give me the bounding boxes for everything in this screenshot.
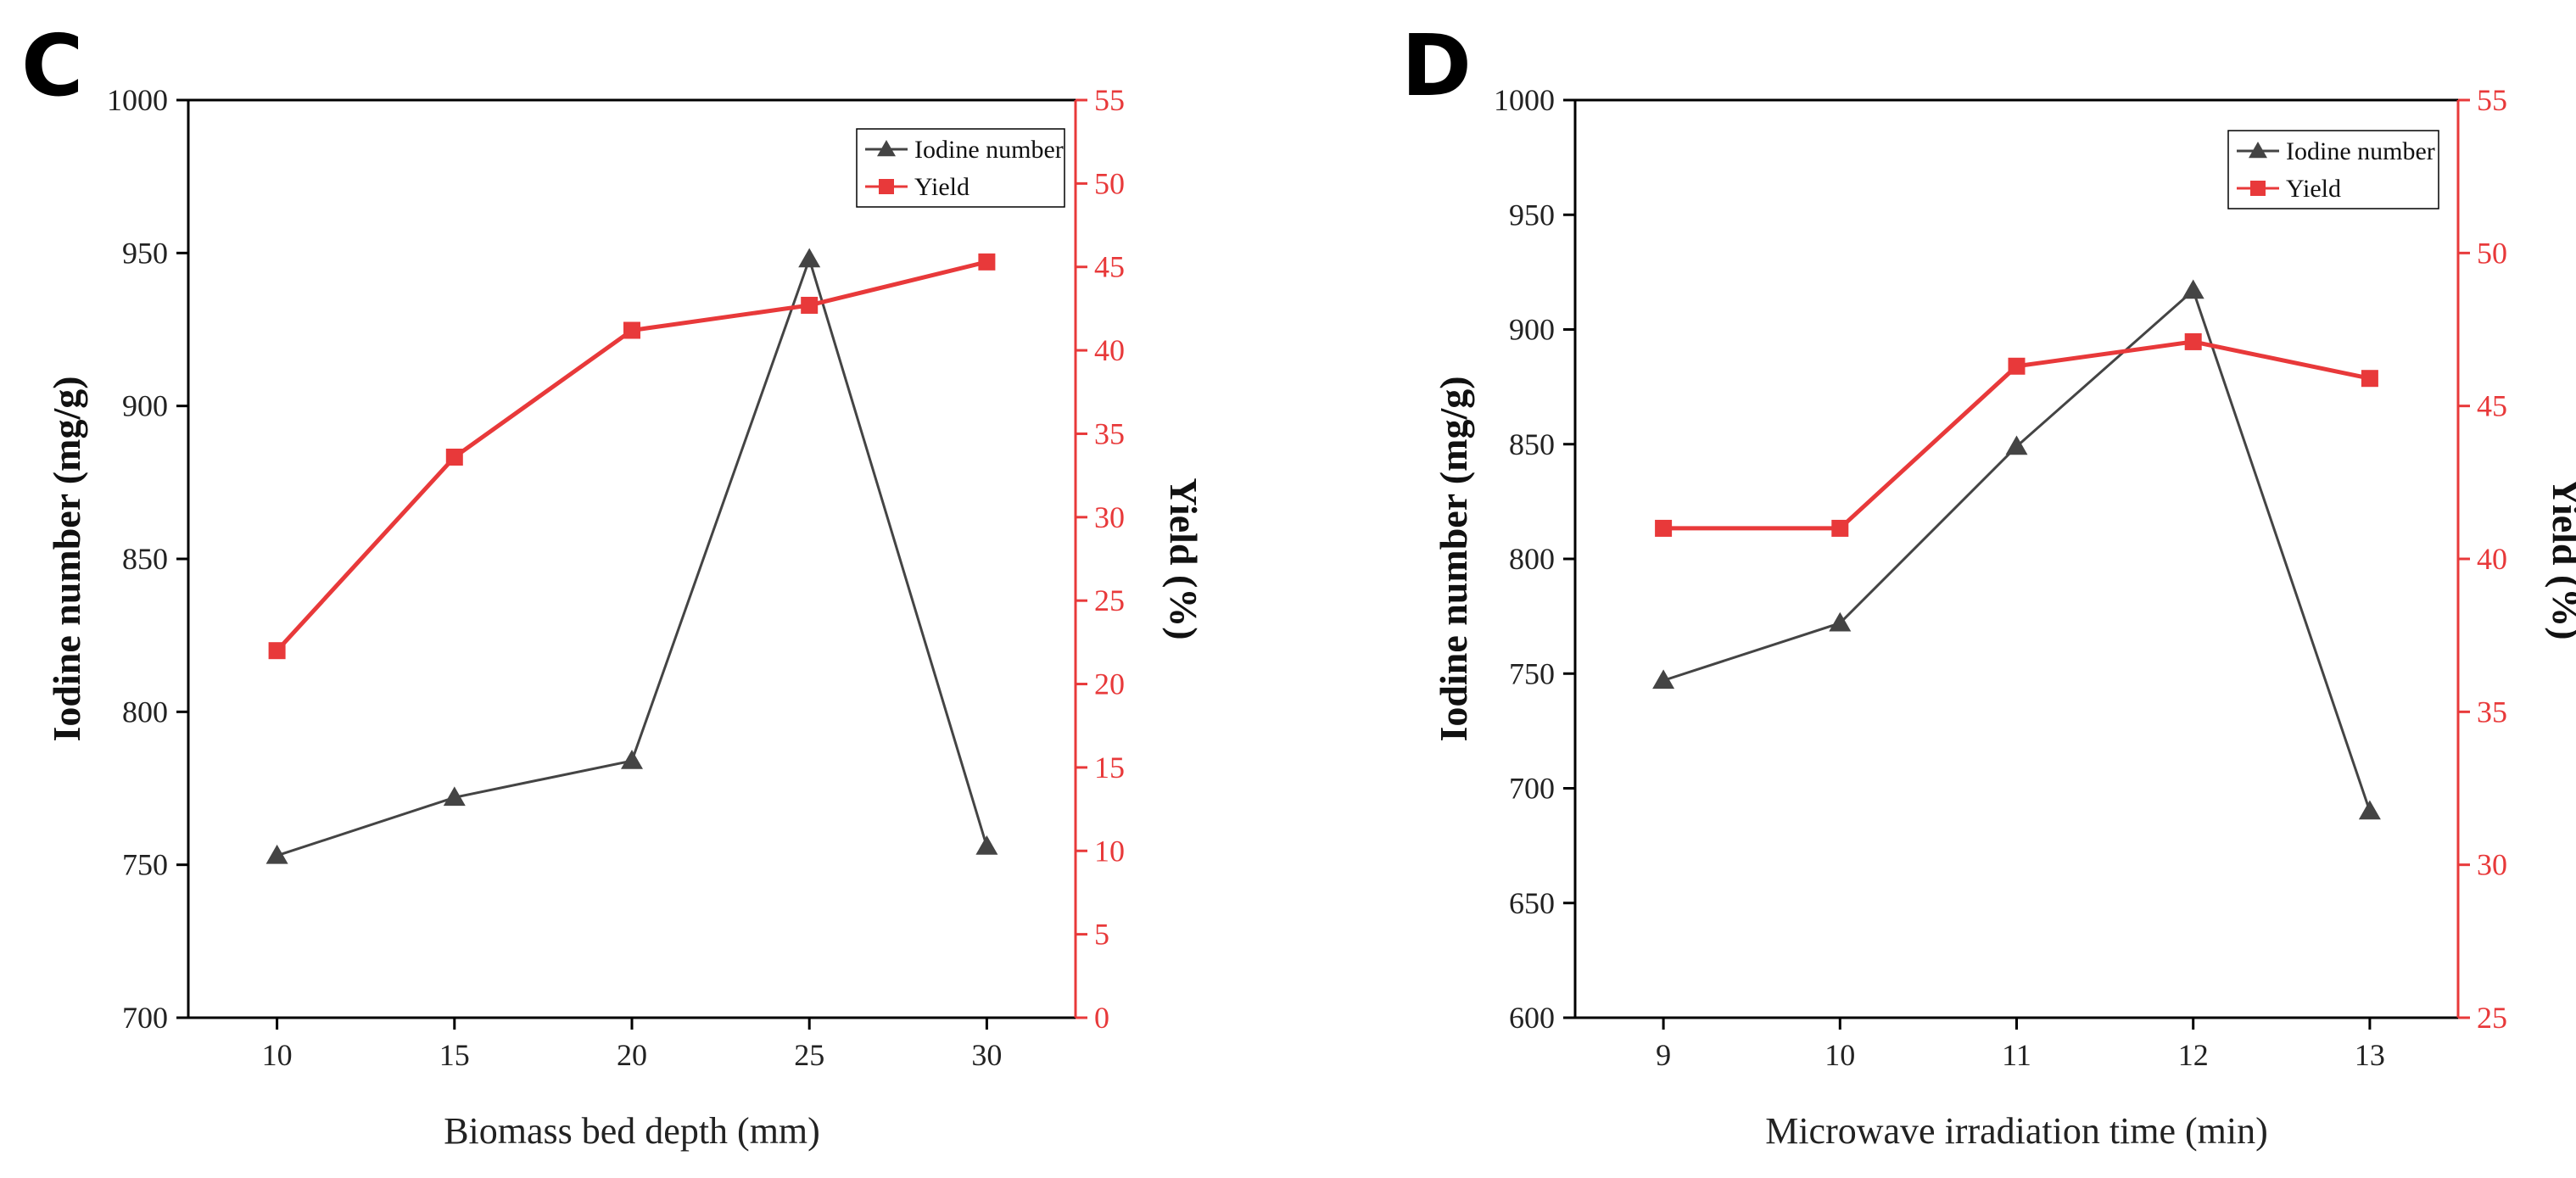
y-tick-label: 750	[122, 848, 168, 882]
y2-tick-label: 35	[2477, 695, 2507, 729]
y2-tick-label: 40	[1094, 333, 1125, 367]
y2-tick-label: 20	[1094, 667, 1125, 701]
y2-tick-label: 25	[1094, 583, 1125, 617]
x-tick-label: 12	[2178, 1038, 2209, 1072]
y2-tick-label: 55	[2477, 83, 2507, 117]
y2-tick-label: 35	[1094, 416, 1125, 450]
y-tick-label: 850	[122, 542, 168, 576]
y-tick-label: 650	[1509, 886, 1555, 920]
x-tick-label: 25	[794, 1038, 824, 1072]
yield-point	[978, 253, 996, 271]
iodine-point	[798, 248, 821, 268]
iodine-point	[1652, 669, 1675, 689]
y2-tick-label: 50	[1094, 166, 1125, 200]
yield-point	[801, 296, 819, 314]
legend-square-icon	[2250, 181, 2266, 196]
iodine-point	[265, 844, 288, 864]
legend-label: Iodine number	[914, 136, 1064, 164]
iodine-point	[975, 835, 998, 855]
y-tick-label: 900	[1509, 313, 1555, 347]
y-tick-label: 1000	[107, 83, 168, 117]
y-axis-title: Iodine number (mg/g)	[1432, 376, 1475, 741]
y-tick-label: 950	[1509, 198, 1555, 232]
panel-letter: D	[1401, 16, 1472, 115]
legend-square-icon	[879, 179, 894, 194]
yield-point	[445, 448, 463, 466]
y-tick-label: 950	[122, 236, 168, 270]
y2-tick-label: 10	[1094, 834, 1125, 868]
y-tick-label: 700	[122, 1001, 168, 1035]
yield-point	[1831, 519, 1849, 537]
x-tick-label: 30	[971, 1038, 1002, 1072]
y2-tick-label: 15	[1094, 751, 1125, 784]
x-tick-label: 10	[262, 1038, 293, 1072]
iodine-point	[443, 786, 466, 807]
y-tick-label: 850	[1509, 427, 1555, 461]
x-tick-label: 13	[2355, 1038, 2385, 1072]
y2-tick-label: 55	[1094, 83, 1125, 117]
yield-point	[2008, 357, 2026, 375]
x-axis-title: Microwave irradiation time (min)	[1765, 1110, 2268, 1152]
y-tick-label: 800	[122, 695, 168, 729]
iodine-point	[2005, 435, 2028, 455]
y2-tick-label: 50	[2477, 236, 2507, 270]
y2-tick-label: 0	[1094, 1001, 1109, 1035]
legend: Iodine number Yield	[856, 128, 1065, 208]
iodine-point	[1829, 611, 1852, 632]
yield-point	[623, 321, 640, 339]
y2-tick-label: 45	[2477, 389, 2507, 423]
yield-point	[2361, 370, 2378, 388]
legend-triangle-icon	[2249, 142, 2267, 159]
legend-label: Yield	[2286, 175, 2341, 203]
legend-label: Iodine number	[2286, 137, 2435, 165]
yield-point	[268, 642, 286, 660]
x-tick-label: 20	[617, 1038, 647, 1072]
legend: Iodine number Yield	[2227, 130, 2439, 209]
x-tick-label: 11	[2002, 1038, 2031, 1072]
x-tick-label: 15	[439, 1038, 470, 1072]
panel-letter: C	[21, 16, 83, 115]
iodine-point	[2358, 800, 2381, 820]
x-tick-label: 9	[1656, 1038, 1671, 1072]
series-line-yield	[275, 260, 987, 652]
y2-axis-title: Yield (%)	[2545, 477, 2576, 639]
y2-tick-label: 5	[1094, 918, 1109, 952]
iodine-point	[2182, 279, 2204, 299]
y-tick-label: 900	[122, 389, 168, 423]
yield-point	[1655, 519, 1673, 537]
chart-panel-c: C 700 750 800 850 900 950 1000 0 5 10 15 20 25 30 35 40 4…	[21, 16, 1205, 1152]
legend-triangle-icon	[877, 140, 896, 157]
y2-tick-label: 25	[2477, 1001, 2507, 1035]
y-tick-label: 1000	[1494, 83, 1555, 117]
y-tick-label: 750	[1509, 656, 1555, 690]
y2-tick-label: 30	[1094, 500, 1125, 534]
y2-axis-title: Yield (%)	[1162, 477, 1205, 639]
y-tick-label: 800	[1509, 542, 1555, 576]
y-tick-label: 600	[1509, 1001, 1555, 1035]
y2-tick-label: 30	[2477, 848, 2507, 882]
y2-tick-label: 45	[1094, 250, 1125, 284]
legend-label: Yield	[914, 173, 969, 201]
y2-tick-label: 40	[2477, 542, 2507, 576]
x-axis-title: Biomass bed depth (mm)	[444, 1110, 820, 1152]
chart-panel-d: D600650700750800850900950100025303540455…	[1401, 16, 2576, 1152]
y-axis-title: Iodine number (mg/g)	[45, 376, 88, 741]
yield-point	[2184, 332, 2202, 350]
x-tick-label: 10	[1824, 1038, 1855, 1072]
y-tick-label: 700	[1509, 772, 1555, 806]
iodine-point	[621, 750, 643, 769]
